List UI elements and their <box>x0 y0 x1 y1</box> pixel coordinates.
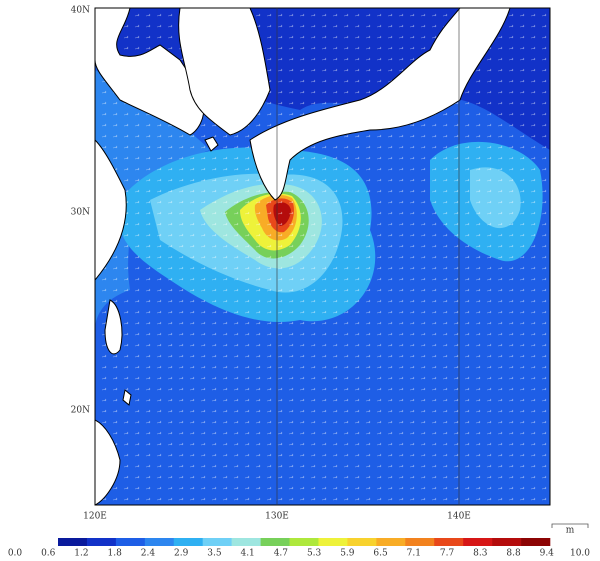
colorbar-label: 4.1 <box>240 549 254 559</box>
colorbar-label: 10.0 <box>570 549 590 559</box>
land <box>95 8 511 505</box>
colorbar-swatch <box>173 538 204 546</box>
colorbar-label: 8.3 <box>473 549 488 559</box>
colorbar-label: 6.5 <box>373 549 388 559</box>
colorbar-label: 8.8 <box>506 549 521 559</box>
colorbar-swatch <box>347 538 377 546</box>
colorbar-swatch <box>86 538 117 546</box>
colorbar-swatch <box>521 538 551 546</box>
colorbar-label: 0.0 <box>8 549 23 559</box>
unit-label: m <box>566 526 575 536</box>
colorbar-swatch <box>115 538 146 546</box>
lat-label: 30N <box>71 208 90 218</box>
lon-label: 130E <box>265 512 289 522</box>
colorbar-swatch <box>260 538 290 546</box>
colorbar-swatch <box>289 538 319 546</box>
colorbar-label: 7.1 <box>407 549 421 559</box>
colorbar-swatch <box>434 538 464 546</box>
unit-bracket <box>551 523 589 528</box>
lon-label: 120E <box>83 512 107 522</box>
lon-label: 140E <box>447 512 471 522</box>
colorbar-swatch <box>318 538 348 546</box>
colorbar-label: 7.7 <box>440 549 455 559</box>
colorbar-label: 1.8 <box>108 549 123 559</box>
lat-label: 20N <box>71 406 90 416</box>
colorbar-swatch <box>463 538 493 546</box>
colorbar-label: 2.9 <box>174 549 189 559</box>
colorbar-swatch <box>58 538 88 546</box>
colorbar-label: 3.5 <box>207 549 222 559</box>
colorbar-label: 2.4 <box>141 549 156 559</box>
colorbar-label: 4.7 <box>274 549 289 559</box>
lat-label: 40N <box>71 6 90 16</box>
colorbar-swatch <box>492 538 522 546</box>
colorbar-label: 9.4 <box>540 549 555 559</box>
colorbar-label: 0.6 <box>41 549 56 559</box>
colorbar-label: 1.2 <box>74 549 88 559</box>
colorbar-label: 5.3 <box>307 549 322 559</box>
map-frame <box>94 7 551 506</box>
colorbar-label: 5.9 <box>340 549 355 559</box>
colorbar: 0.0 0.6 1.2 1.8 2.4 2.9 3.5 4.1 4.7 5.3 5.9 6.5 7.1 7… <box>8 538 590 559</box>
colorbar-swatch <box>376 538 406 546</box>
colorbar-swatch <box>405 538 435 546</box>
colorbar-swatch <box>144 538 175 546</box>
colorbar-swatch <box>202 538 232 546</box>
wave-field <box>95 8 550 505</box>
colorbar-swatch <box>231 538 261 546</box>
